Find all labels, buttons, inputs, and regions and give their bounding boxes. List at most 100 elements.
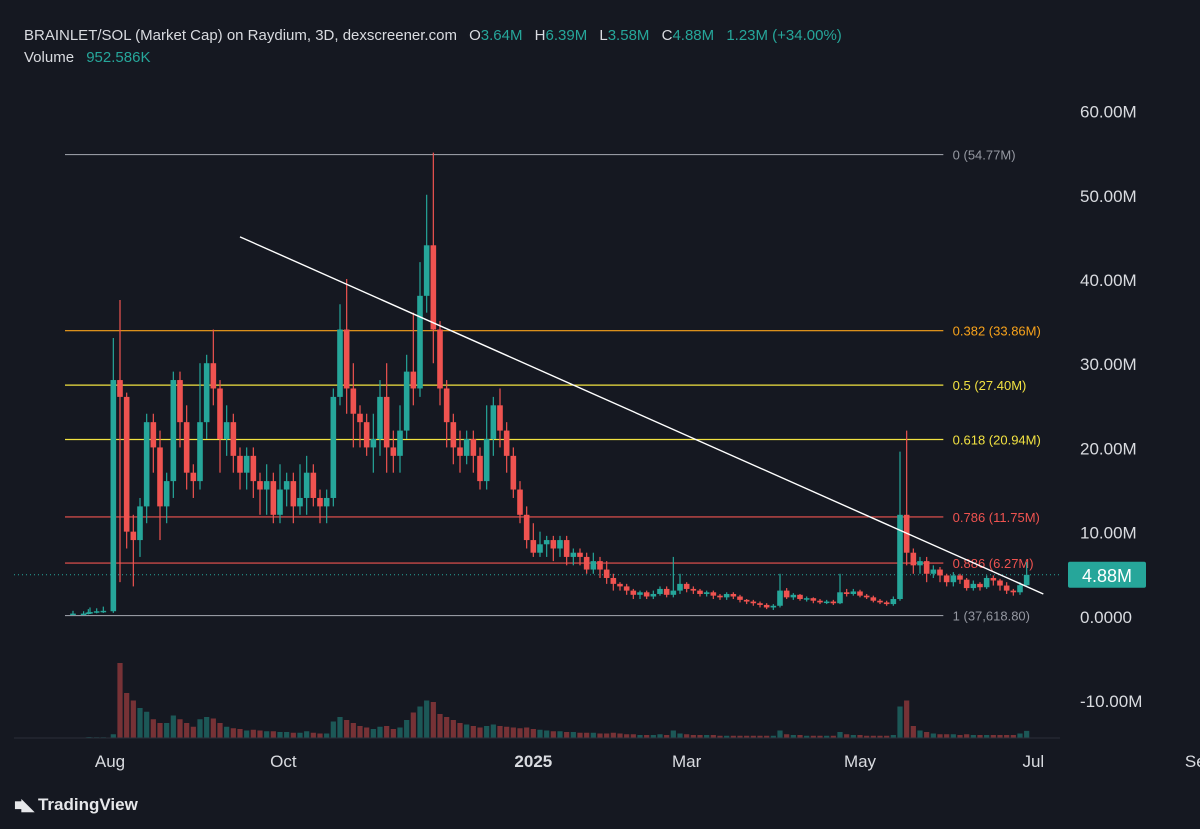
- candle-body: [743, 599, 750, 602]
- volume-bar: [377, 726, 383, 738]
- fib-label: 0.786 (11.75M): [953, 510, 1040, 525]
- candle-body: [217, 388, 223, 440]
- candle-body: [683, 583, 690, 589]
- candle-body: [350, 388, 357, 414]
- candle-body: [270, 481, 277, 515]
- volume-bar: [864, 735, 870, 738]
- candle-body: [570, 552, 577, 557]
- candle-body: [810, 598, 817, 601]
- close-value: 4.88M: [672, 27, 715, 44]
- volume-bar: [110, 734, 116, 738]
- candle-body: [363, 422, 370, 448]
- candle-body: [390, 447, 397, 456]
- volume-bar: [630, 734, 636, 738]
- y-tick-label: 0.0000: [1080, 608, 1132, 627]
- candle-body: [737, 596, 743, 600]
- volume-bar: [550, 731, 556, 738]
- candle-body: [423, 245, 430, 296]
- fib-label: 0.618 (20.94M): [953, 433, 1041, 448]
- volume-bar: [284, 732, 290, 738]
- volume-bar: [717, 735, 723, 738]
- volume-bar: [764, 735, 770, 738]
- candle-body: [403, 371, 410, 431]
- candle-body: [130, 531, 137, 541]
- volume-bar: [777, 730, 783, 738]
- candle-body: [197, 422, 203, 482]
- candle-body: [157, 447, 163, 507]
- volume-bar: [324, 733, 330, 738]
- volume-line: Volume 952.586K: [24, 47, 842, 69]
- volume-bar: [617, 733, 623, 738]
- fib-label: 0.382 (33.86M): [953, 324, 1041, 339]
- candle-body: [510, 455, 517, 490]
- candle-body: [657, 588, 663, 594]
- volume-bar: [844, 734, 850, 738]
- candle-body: [623, 586, 630, 591]
- candle-body: [477, 455, 483, 482]
- y-tick-label: 60.00M: [1080, 103, 1137, 122]
- x-tick-label: Mar: [672, 752, 702, 771]
- candle-body: [963, 579, 970, 589]
- volume-bar: [690, 735, 696, 738]
- trendline: [239, 236, 1044, 595]
- candle-body: [817, 600, 823, 603]
- candle-body: [577, 552, 583, 557]
- volume-bar: [164, 723, 170, 738]
- volume-bar: [464, 724, 470, 738]
- volume-bar: [590, 732, 596, 738]
- volume-bar: [670, 730, 676, 738]
- candle-body: [930, 569, 937, 574]
- volume-bar: [824, 735, 830, 738]
- volume-bar: [344, 720, 350, 738]
- volume-bar: [270, 731, 276, 738]
- volume-bar: [944, 734, 950, 738]
- candle-body: [177, 380, 183, 423]
- volume-label: Volume: [24, 49, 75, 66]
- candle-body: [917, 561, 923, 566]
- volume-bar: [697, 735, 703, 738]
- volume-bar: [904, 700, 910, 738]
- volume-bar: [450, 720, 456, 738]
- candle-body: [330, 396, 337, 498]
- candle-body: [470, 439, 477, 456]
- volume-bar: [677, 733, 683, 738]
- volume-bar: [637, 735, 643, 738]
- symbol-title: BRAINLET/SOL (Market Cap) on Raydium, 3D…: [24, 27, 457, 44]
- volume-bar: [804, 735, 810, 738]
- candle-body: [203, 363, 210, 423]
- ohlc-line: BRAINLET/SOL (Market Cap) on Raydium, 3D…: [24, 25, 842, 47]
- volume-bar: [384, 726, 390, 738]
- volume-bar: [597, 733, 603, 738]
- candle-body: [503, 430, 510, 456]
- candle-body: [663, 588, 670, 595]
- volume-bar: [484, 726, 490, 738]
- candle-body: [597, 561, 603, 570]
- fib-label: 0 (54.77M): [953, 148, 1016, 163]
- tradingview-brand[interactable]: ■◣ TradingView: [14, 795, 138, 815]
- volume-bar: [524, 727, 530, 738]
- candle-body: [483, 439, 490, 482]
- candle-body: [983, 577, 990, 588]
- volume-bar: [997, 735, 1003, 738]
- candle-body: [957, 575, 963, 580]
- volume-bar: [577, 732, 583, 738]
- close-label: C: [661, 27, 673, 44]
- candle-body: [703, 592, 710, 594]
- volume-bar: [650, 735, 656, 738]
- volume-bar: [970, 735, 976, 738]
- candle-body: [557, 540, 563, 549]
- fib-label: 0.886 (6.27M): [953, 556, 1034, 571]
- candle-body: [237, 455, 243, 473]
- candle-body: [93, 611, 100, 613]
- candle-body: [883, 602, 890, 605]
- candle-body: [763, 604, 770, 608]
- candle-body: [263, 481, 270, 490]
- candle-body: [783, 590, 790, 598]
- brand-name: TradingView: [37, 795, 138, 814]
- y-tick-label: -10.00M: [1080, 692, 1142, 711]
- volume-bar: [117, 663, 123, 738]
- volume-bar: [277, 732, 283, 738]
- candle-body: [750, 601, 757, 604]
- candle-body: [997, 580, 1003, 586]
